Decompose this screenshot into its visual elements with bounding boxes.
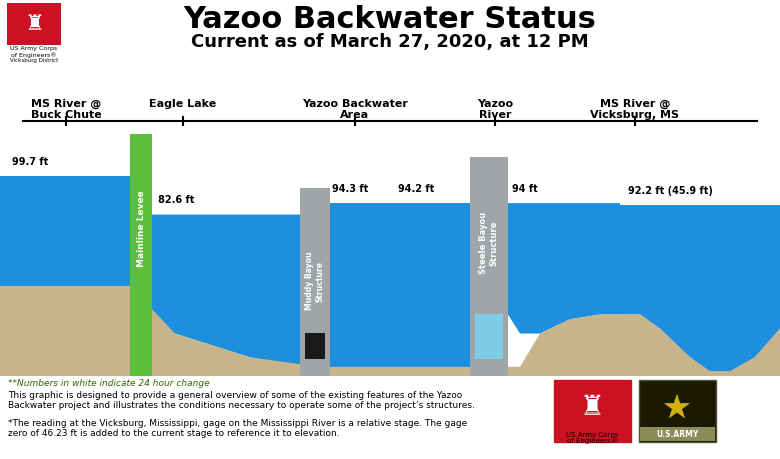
Text: 82.6 ft: 82.6 ft — [158, 195, 194, 205]
Text: MS River @
Buck Chute: MS River @ Buck Chute — [30, 99, 101, 120]
Bar — [305, 333, 325, 359]
Text: Yazoo Backwater
Area: Yazoo Backwater Area — [302, 99, 408, 120]
Text: ♜: ♜ — [580, 393, 604, 421]
Polygon shape — [620, 314, 780, 376]
Text: Current as of March 27, 2020, at 12 PM: Current as of March 27, 2020, at 12 PM — [191, 33, 589, 51]
Text: of Engineers®: of Engineers® — [566, 438, 618, 444]
Text: U.S.ARMY: U.S.ARMY — [656, 430, 698, 438]
FancyBboxPatch shape — [554, 380, 631, 442]
Polygon shape — [330, 203, 470, 367]
Text: ♜: ♜ — [24, 14, 44, 34]
Text: *The reading at the Vicksburg, Mississippi, gage on the Mississippi River is a r: *The reading at the Vicksburg, Mississip… — [8, 419, 467, 438]
FancyBboxPatch shape — [7, 3, 61, 45]
Text: Eagle Lake: Eagle Lake — [150, 99, 217, 108]
Text: This graphic is designed to provide a general overview of some of the existing f: This graphic is designed to provide a ge… — [8, 391, 475, 410]
Text: of Engineers®: of Engineers® — [11, 52, 57, 58]
Text: Vicksburg District: Vicksburg District — [10, 58, 58, 63]
Text: MS River @
Vicksburg, MS: MS River @ Vicksburg, MS — [590, 99, 679, 120]
Polygon shape — [620, 205, 780, 372]
Polygon shape — [0, 176, 130, 286]
Text: 94 ft: 94 ft — [512, 184, 537, 194]
Text: Muddy Bayou
Structure: Muddy Bayou Structure — [305, 252, 324, 310]
Text: Steele Bayou
Structure: Steele Bayou Structure — [479, 212, 498, 274]
Text: Yazoo Backwater Status: Yazoo Backwater Status — [183, 6, 597, 34]
Text: US Army Corps: US Army Corps — [566, 432, 618, 438]
Bar — [130, 134, 152, 376]
Bar — [475, 313, 503, 359]
Bar — [640, 427, 715, 441]
Text: 94.3 ft: 94.3 ft — [332, 184, 368, 194]
Text: ★: ★ — [662, 392, 692, 425]
Text: +0.1 ft: +0.1 ft — [332, 194, 367, 203]
Bar — [300, 188, 330, 376]
Text: +0.1 ft: +0.1 ft — [398, 194, 433, 203]
FancyBboxPatch shape — [639, 380, 716, 442]
Text: 99.7 ft: 99.7 ft — [12, 157, 48, 167]
Bar — [470, 157, 508, 376]
Polygon shape — [152, 214, 300, 367]
Text: +0.2 ft: +0.2 ft — [665, 196, 700, 205]
Text: Mainline Levee: Mainline Levee — [136, 190, 146, 267]
Text: **Numbers in white indicate 24 hour change: **Numbers in white indicate 24 hour chan… — [8, 379, 210, 388]
Text: +0.2 ft: +0.2 ft — [512, 194, 547, 203]
Polygon shape — [0, 286, 780, 376]
Polygon shape — [508, 203, 620, 334]
Text: ★: ★ — [662, 392, 692, 425]
Text: +0 ft: +0 ft — [158, 206, 183, 215]
Text: +0.2 ft: +0.2 ft — [12, 168, 47, 177]
Text: US Army Corps: US Army Corps — [10, 46, 58, 51]
Text: 92.2 ft (45.9 ft): 92.2 ft (45.9 ft) — [628, 185, 713, 196]
Text: 94.2 ft: 94.2 ft — [398, 184, 434, 194]
Text: Yazoo
River: Yazoo River — [477, 99, 513, 120]
